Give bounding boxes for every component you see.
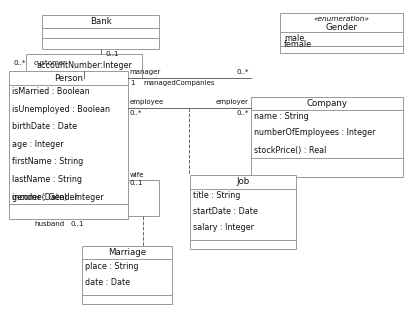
- Bar: [251, 97, 403, 177]
- Bar: [128, 180, 159, 216]
- Text: name : String: name : String: [254, 112, 308, 121]
- Text: husband: husband: [34, 221, 64, 227]
- Text: Job: Job: [237, 177, 250, 186]
- Text: manager: manager: [130, 69, 161, 75]
- Text: managedCompanies: managedCompanies: [144, 80, 215, 86]
- Text: Bank: Bank: [90, 17, 112, 26]
- Text: startDate : Date: startDate : Date: [193, 207, 258, 216]
- Text: lastName : String: lastName : String: [12, 175, 82, 184]
- Text: accountNumber:Integer: accountNumber:Integer: [36, 62, 132, 70]
- Text: firstName : String: firstName : String: [12, 157, 83, 166]
- Text: age : Integer: age : Integer: [12, 140, 64, 149]
- Text: 0..*: 0..*: [13, 60, 25, 66]
- Text: customer: customer: [34, 60, 67, 66]
- Bar: [82, 246, 171, 304]
- Text: income(Date) : Integer: income(Date) : Integer: [12, 193, 104, 202]
- Text: 0..1: 0..1: [130, 180, 143, 186]
- Text: gender : Gender: gender : Gender: [12, 193, 78, 202]
- Text: Company: Company: [306, 99, 347, 108]
- Text: isUnemployed : Boolean: isUnemployed : Boolean: [12, 105, 110, 113]
- Text: stockPrice() : Real: stockPrice() : Real: [254, 146, 326, 155]
- Text: employer: employer: [216, 100, 249, 106]
- Text: 0..*: 0..*: [130, 111, 142, 117]
- Text: 0..*: 0..*: [236, 111, 249, 117]
- Text: birthDate : Date: birthDate : Date: [12, 122, 77, 131]
- Bar: [9, 71, 128, 219]
- Text: wife: wife: [130, 172, 144, 178]
- Text: salary : Integer: salary : Integer: [193, 223, 254, 233]
- Bar: [42, 15, 159, 50]
- Text: Person: Person: [54, 74, 83, 82]
- Text: place : String: place : String: [85, 262, 138, 270]
- Text: date : Date: date : Date: [85, 278, 130, 287]
- Text: 0..1: 0..1: [106, 51, 119, 57]
- Text: 0..*: 0..*: [236, 69, 249, 75]
- Text: employee: employee: [130, 100, 164, 106]
- Text: numberOfEmployees : Integer: numberOfEmployees : Integer: [254, 128, 375, 137]
- Bar: [25, 54, 143, 78]
- Text: Gender: Gender: [325, 23, 357, 32]
- Text: Marriage: Marriage: [108, 248, 146, 257]
- Text: 0..1: 0..1: [71, 221, 84, 227]
- Bar: [280, 13, 403, 52]
- Bar: [190, 175, 296, 249]
- Text: title : String: title : String: [193, 191, 240, 200]
- Text: male: male: [284, 34, 304, 43]
- Text: 1: 1: [130, 80, 134, 86]
- Text: isMarried : Boolean: isMarried : Boolean: [12, 87, 89, 96]
- Text: «enumeration»: «enumeration»: [314, 16, 369, 22]
- Text: female: female: [284, 40, 312, 49]
